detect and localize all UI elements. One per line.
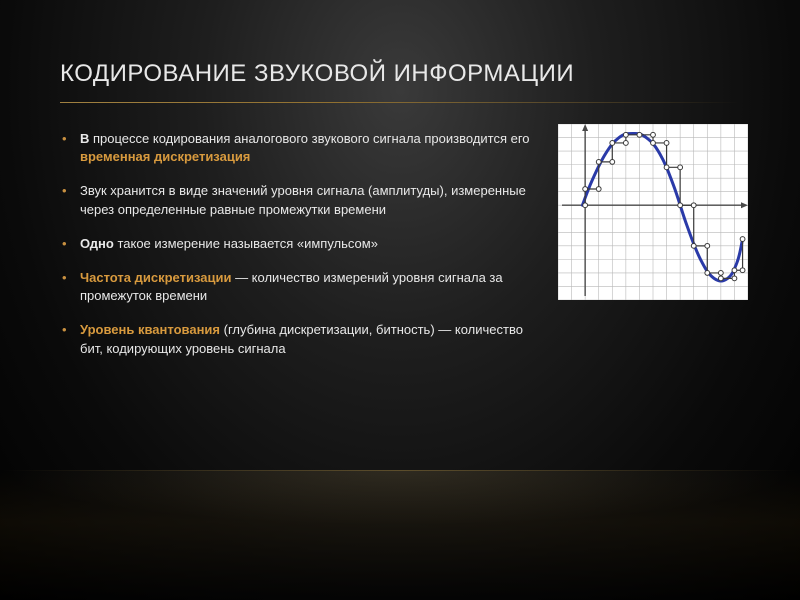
- text: Одно: [80, 236, 114, 251]
- highlight-text: Уровень квантования: [80, 322, 220, 337]
- reflection-floor: [0, 470, 800, 600]
- highlight-text: Частота дискретизации: [80, 270, 231, 285]
- bullet-item: Частота дискретизации — количество измер…: [60, 269, 540, 305]
- bullet-item: Одно такое измерение называется «импульс…: [60, 235, 540, 253]
- highlight-text: временная дискретизация: [80, 149, 250, 164]
- bullet-list: В процессе кодирования аналогового звуко…: [60, 130, 540, 374]
- slide-title: КОДИРОВАНИЕ ЗВУКОВОЙ ИНФОРМАЦИИ: [60, 60, 574, 88]
- bullet-item: Звук хранится в виде значений уровня сиг…: [60, 182, 540, 218]
- text: Звук хранится в виде значений уровня сиг…: [80, 183, 526, 216]
- sampling-chart: [558, 124, 748, 300]
- title-divider: [60, 102, 740, 103]
- text: такое измерение называется «импульсом»: [114, 236, 378, 251]
- bullet-item: В процессе кодирования аналогового звуко…: [60, 130, 540, 166]
- bullet-item: Уровень квантования (глубина дискретизац…: [60, 321, 540, 357]
- text: процессе кодирования аналогового звуково…: [89, 131, 529, 146]
- chart-svg: [558, 124, 748, 300]
- text: В: [80, 131, 89, 146]
